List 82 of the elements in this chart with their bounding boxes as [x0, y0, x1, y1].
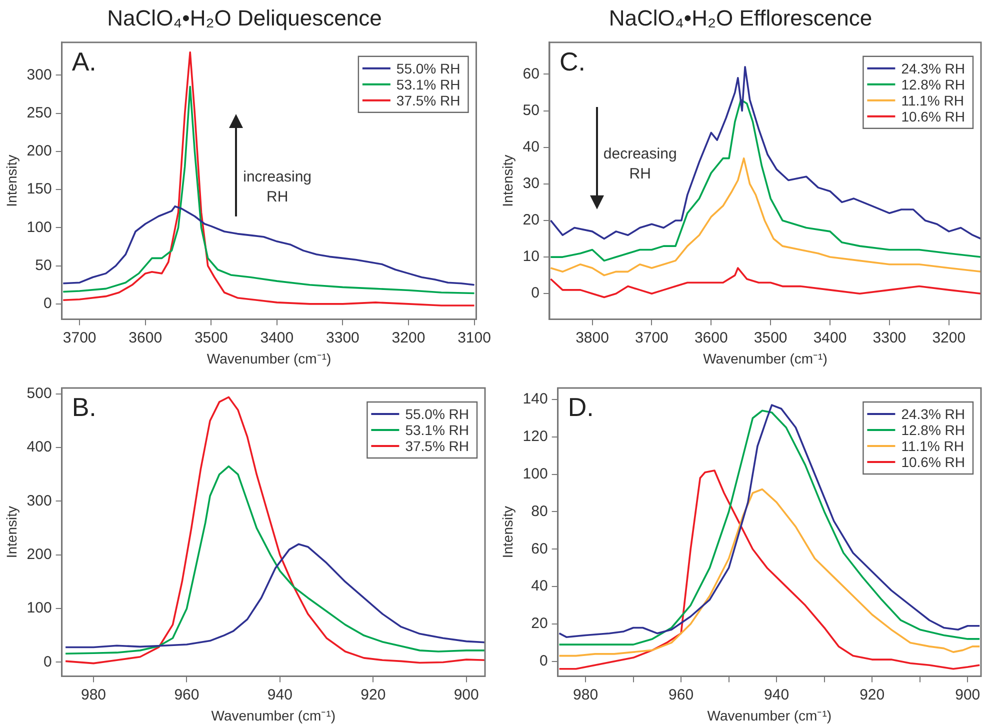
x-tick-label: 940 [764, 686, 790, 704]
legend-label: 55.0% RH [405, 406, 470, 422]
y-axis-title: Intensity [499, 506, 516, 558]
legend-label: 12.8% RH [901, 422, 966, 438]
legend-label: 10.6% RH [901, 454, 966, 470]
y-tick-label: 0 [43, 653, 52, 670]
y-tick-label: 100 [522, 465, 548, 482]
chart-title: NaClO₄•H₂O Deliquescence [107, 5, 382, 30]
y-tick-label: 250 [26, 104, 52, 122]
x-tick-label: 3400 [813, 329, 847, 346]
x-tick-label: 3300 [872, 329, 906, 346]
annotation: D. [568, 392, 594, 422]
annotation: decreasing RH [603, 146, 677, 183]
legend-label: 55.0% RH [396, 60, 460, 76]
x-tick-label: 3500 [194, 329, 228, 346]
y-tick-label: 300 [26, 492, 52, 510]
x-tick-label: 900 [955, 686, 980, 704]
legend-label: 24.3% RH [901, 60, 966, 76]
y-tick-label: 30 [522, 175, 540, 192]
x-tick-label: 3600 [694, 329, 728, 346]
y-tick-label: 200 [26, 142, 52, 160]
x-tick-label: 3300 [326, 329, 360, 346]
x-tick-label: 940 [267, 686, 292, 704]
y-tick-label: 0 [43, 295, 52, 312]
x-tick-label: 920 [360, 686, 386, 704]
y-tick-label: 80 [531, 502, 548, 520]
x-axis-title: Wavenumber (cm⁻¹) [206, 350, 332, 366]
legend-label: 11.1% RH [901, 92, 964, 108]
legend-label: 37.5% RH [396, 92, 460, 108]
x-tick-label: 900 [454, 686, 479, 704]
x-tick-label: 3200 [392, 329, 426, 346]
x-tick-label: 960 [174, 686, 200, 704]
x-tick-label: 960 [668, 686, 694, 704]
x-axis-title: Wavenumber (cm⁻¹) [211, 707, 336, 724]
x-tick-label: 3500 [754, 329, 788, 346]
annotation: B. [72, 392, 96, 422]
y-tick-label: 20 [531, 615, 548, 632]
x-tick-label: 3800 [576, 329, 609, 346]
x-tick-label: 3400 [260, 329, 294, 346]
annotation: C. [559, 46, 586, 77]
y-tick-label: 10 [522, 248, 540, 266]
legend-label: 10.6% RH [901, 108, 966, 124]
y-tick-label: 40 [531, 578, 548, 595]
x-tick-label: 920 [860, 686, 885, 704]
legend-label: 24.3% RH [901, 406, 966, 422]
y-tick-label: 60 [522, 65, 540, 82]
legend-label: 12.8% RH [901, 76, 966, 92]
y-axis-title: Intensity [3, 154, 20, 207]
x-axis-title: Wavenumber (cm⁻¹) [703, 350, 828, 366]
x-tick-label: 980 [573, 686, 598, 704]
x-tick-label: 3700 [635, 329, 668, 346]
y-tick-label: 500 [26, 385, 52, 402]
legend-label: 37.5% RH [405, 438, 470, 454]
y-tick-label: 300 [26, 66, 52, 84]
y-tick-label: 140 [522, 390, 548, 408]
y-tick-label: 150 [26, 180, 52, 198]
y-tick-label: 50 [35, 256, 52, 274]
y-tick-label: 100 [26, 600, 52, 617]
y-tick-label: 40 [522, 138, 540, 156]
chart-title: NaClO₄•H₂O Efflorescence [608, 5, 872, 30]
y-tick-label: 20 [522, 212, 540, 229]
y-tick-label: 60 [531, 540, 548, 558]
x-tick-label: 3600 [128, 329, 162, 346]
y-tick-label: 0 [539, 652, 548, 670]
x-axis-title: Wavenumber (cm⁻¹) [707, 707, 832, 724]
y-tick-label: 120 [522, 428, 548, 445]
y-axis-title: Intensity [499, 154, 516, 207]
y-tick-label: 200 [26, 546, 52, 564]
y-axis-title: Intensity [3, 506, 20, 558]
y-tick-label: 100 [26, 218, 52, 236]
x-tick-label: 3100 [458, 329, 491, 346]
y-tick-label: 0 [531, 284, 540, 302]
legend-label: 53.1% RH [396, 76, 460, 92]
x-tick-label: 3200 [932, 329, 966, 346]
y-tick-label: 400 [26, 438, 52, 456]
x-tick-label: 3700 [62, 329, 96, 346]
annotation: increasing RH [243, 168, 312, 206]
annotation: A. [72, 46, 96, 77]
y-tick-label: 50 [522, 102, 540, 119]
legend-label: 11.1% RH [901, 438, 964, 454]
x-tick-label: 980 [81, 686, 106, 704]
legend-label: 53.1% RH [405, 422, 470, 438]
